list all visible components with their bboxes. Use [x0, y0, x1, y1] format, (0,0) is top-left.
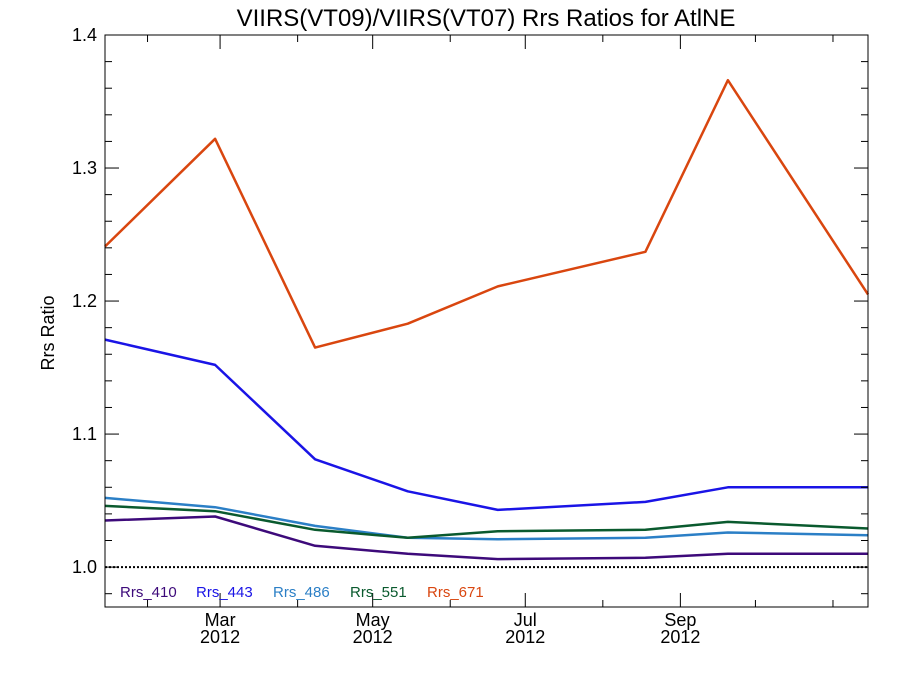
- series-line-rrs-671: [104, 78, 870, 349]
- y-tick-label: 1.1: [72, 424, 97, 444]
- x-tick-year: 2012: [353, 627, 393, 647]
- series-line-rrs-443: [104, 338, 868, 512]
- x-tick-month: Mar: [205, 610, 236, 630]
- legend-item-rrs-443: Rrs_443: [196, 584, 253, 601]
- x-tick-month: May: [356, 610, 390, 630]
- legend-item-rrs-410: Rrs_410: [120, 584, 177, 601]
- x-tick-year: 2012: [200, 627, 240, 647]
- legend-item-rrs-551: Rrs_551: [350, 584, 407, 601]
- x-tick-year: 2012: [505, 627, 545, 647]
- x-tick-month: Jul: [514, 610, 537, 630]
- legend-item-rrs-671: Rrs_671: [427, 584, 484, 601]
- legend-item-rrs-486: Rrs_486: [273, 584, 330, 601]
- y-tick-label: 1.2: [72, 291, 97, 311]
- series-line-rrs-551: [104, 504, 869, 540]
- x-tick-year: 2012: [660, 627, 700, 647]
- y-axis-label: Rrs Ratio: [38, 295, 58, 370]
- chart-title: VIIRS(VT09)/VIIRS(VT07) Rrs Ratios for A…: [237, 5, 736, 32]
- y-tick-label: 1.0: [72, 557, 97, 577]
- series-line-rrs-486: [104, 496, 869, 541]
- y-tick-label: 1.3: [72, 158, 97, 178]
- series-line-rrs-410: [104, 515, 868, 561]
- plot-frame: [104, 34, 869, 608]
- plot-area: 1.01.11.21.31.4Mar2012May2012Jul2012Sep2…: [72, 25, 870, 647]
- y-tick-label: 1.4: [72, 25, 97, 45]
- x-tick-month: Sep: [664, 610, 696, 630]
